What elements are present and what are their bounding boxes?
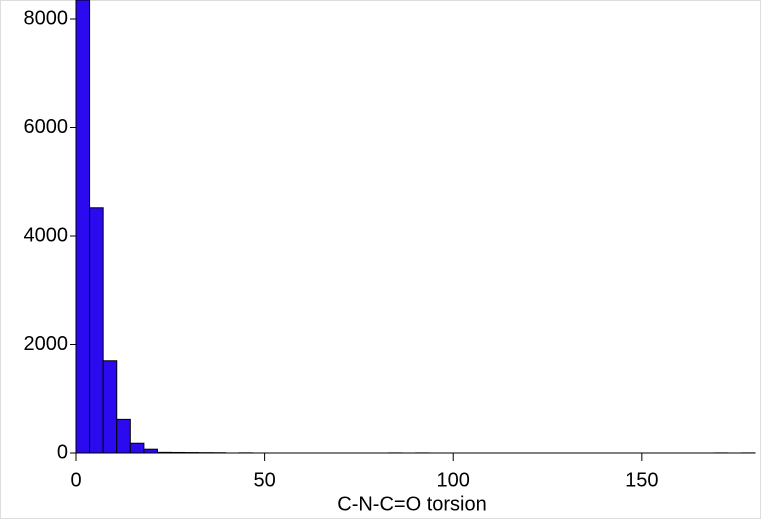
- bar: [116, 418, 131, 454]
- x-tick-label: 150: [625, 469, 658, 491]
- bar: [143, 448, 158, 454]
- bar: [102, 360, 118, 454]
- bar: [89, 207, 104, 454]
- y-tick-label: 2000: [24, 333, 69, 355]
- y-tick-label: 6000: [24, 116, 69, 138]
- bar: [75, 0, 91, 454]
- bar: [129, 442, 145, 454]
- y-tick-label: 4000: [24, 224, 69, 246]
- y-tick-label: 8000: [24, 7, 69, 29]
- x-tick-label: 50: [253, 469, 275, 491]
- x-axis-title: C-N-C=O torsion: [337, 493, 486, 515]
- x-tick-label: 100: [437, 469, 470, 491]
- x-tick-label: 0: [70, 469, 81, 491]
- y-tick-label: 0: [57, 441, 68, 463]
